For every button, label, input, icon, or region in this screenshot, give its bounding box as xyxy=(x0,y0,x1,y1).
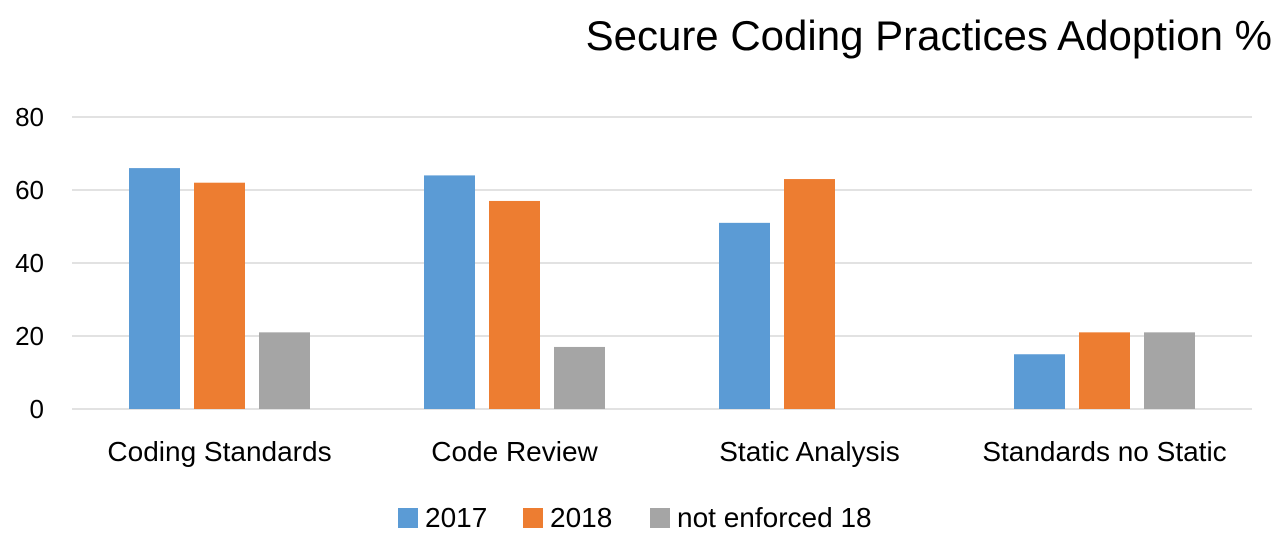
legend-label: 2018 xyxy=(550,502,612,533)
y-tick-label: 40 xyxy=(15,248,44,278)
chart-title: Secure Coding Practices Adoption % xyxy=(586,12,1272,59)
y-tick-label: 60 xyxy=(15,175,44,205)
bar-2018-code-review xyxy=(489,200,540,409)
bar-2017-code-review xyxy=(424,175,475,409)
legend-label: 2017 xyxy=(425,502,487,533)
legend-label: not enforced 18 xyxy=(677,502,872,533)
bar-not-enforced-18-code-review xyxy=(554,346,605,409)
bar-not-enforced-18-coding-standards xyxy=(259,332,310,409)
legend-swatch xyxy=(650,508,670,528)
x-category-label: Static Analysis xyxy=(719,436,900,467)
bars xyxy=(129,168,1195,409)
bar-2018-static-analysis xyxy=(784,179,835,409)
y-tick-label: 20 xyxy=(15,321,44,351)
bar-2018-standards-no-static xyxy=(1079,332,1130,409)
bar-2018-coding-standards xyxy=(194,182,245,409)
bar-2017-coding-standards xyxy=(129,168,180,409)
x-category-label: Coding Standards xyxy=(107,436,331,467)
x-category-label: Standards no Static xyxy=(982,436,1226,467)
legend-swatch xyxy=(523,508,543,528)
x-category-label: Code Review xyxy=(431,436,598,467)
bar-not-enforced-18-standards-no-static xyxy=(1144,332,1195,409)
x-axis-categories: Coding Standards Code Review Static Analys… xyxy=(107,436,1226,467)
y-tick-label: 80 xyxy=(15,102,44,132)
legend-swatch xyxy=(398,508,418,528)
legend: 2017 2018 not enforced 18 xyxy=(398,502,872,533)
gridlines xyxy=(72,116,1252,410)
y-tick-label: 0 xyxy=(30,394,44,424)
bar-2017-standards-no-static xyxy=(1014,354,1065,409)
y-axis-ticks: 0 20 40 60 80 xyxy=(15,102,44,424)
bar-2017-static-analysis xyxy=(719,222,770,409)
